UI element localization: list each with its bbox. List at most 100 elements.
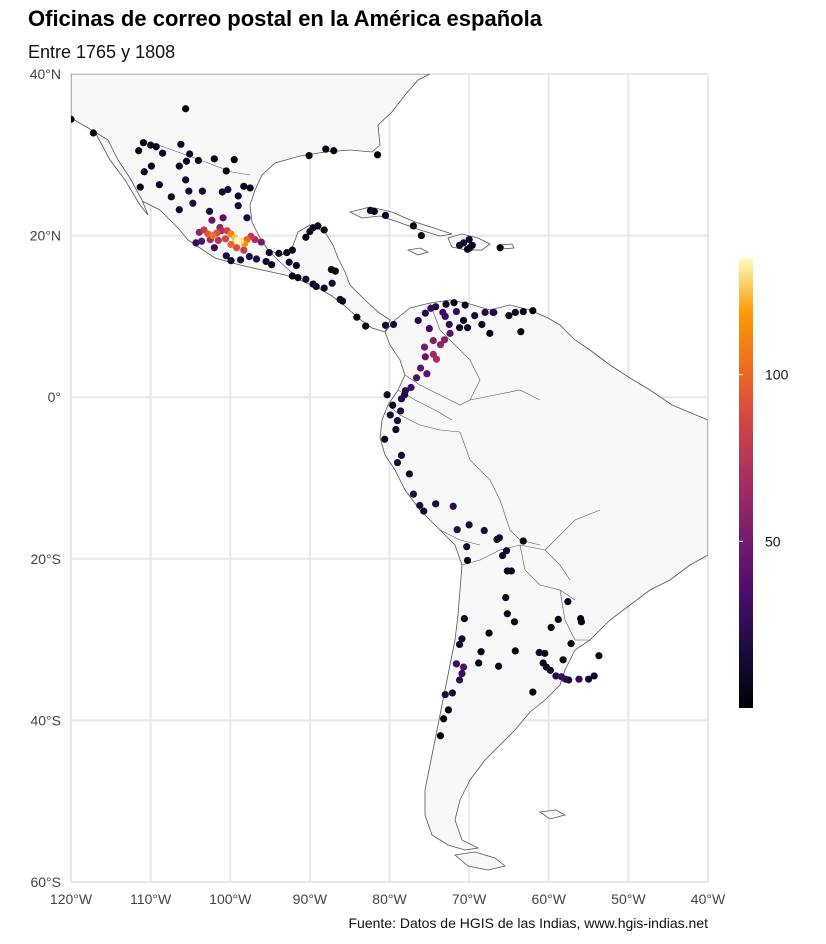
y-tick-label: 20°N <box>30 228 61 244</box>
y-tick-label: 0° <box>48 389 61 405</box>
post-office-point <box>417 232 425 240</box>
post-office-point <box>503 567 511 575</box>
post-office-point <box>186 150 194 158</box>
post-office-point <box>590 672 598 680</box>
post-office-point <box>460 614 468 623</box>
post-office-point <box>288 246 296 254</box>
y-tick-label: 40°N <box>30 66 61 82</box>
post-office-point <box>427 304 435 312</box>
post-office-point <box>89 129 97 137</box>
post-office-point <box>445 320 453 329</box>
y-tick-label: 20°S <box>30 551 61 567</box>
post-office-point <box>194 156 202 165</box>
post-office-point <box>405 470 414 478</box>
x-tick-label: 80°W <box>372 891 407 907</box>
post-office-point <box>227 257 235 265</box>
colorbar-ticks: 50 100 <box>739 367 789 549</box>
x-tick-label: 90°W <box>293 891 328 907</box>
post-office-point <box>519 537 527 545</box>
source-caption: Fuente: Datos de HGIS de las Indias, www… <box>348 915 708 931</box>
x-tick-label: 50°W <box>611 891 646 907</box>
post-office-point <box>458 669 466 678</box>
post-office-point <box>233 236 242 245</box>
post-office-point <box>584 675 593 683</box>
colorbar-tick-label: 100 <box>765 367 789 383</box>
post-office-point <box>330 147 338 155</box>
post-office-point <box>577 618 585 626</box>
post-office-point <box>463 324 472 332</box>
post-office-point <box>436 732 445 740</box>
post-office-point <box>557 673 566 681</box>
post-office-point <box>442 300 450 308</box>
falkland-islands <box>538 809 567 820</box>
post-office-point <box>265 248 273 257</box>
post-office-point <box>210 244 218 252</box>
post-office-point <box>489 308 497 316</box>
post-office-point <box>496 244 504 252</box>
south-america-land <box>379 299 708 851</box>
post-office-point <box>535 648 543 657</box>
post-office-point <box>182 105 190 113</box>
post-office-point <box>498 551 507 560</box>
post-office-point <box>227 240 235 249</box>
post-office-point <box>416 501 424 510</box>
post-office-point <box>452 307 460 316</box>
post-office-point <box>471 311 479 320</box>
post-office-point <box>420 343 429 351</box>
x-tick-label: 100°W <box>209 891 252 907</box>
post-office-point <box>327 265 335 274</box>
post-office-point <box>353 313 361 321</box>
post-office-points <box>71 105 603 740</box>
post-office-point <box>432 355 441 363</box>
post-office-point <box>465 521 473 529</box>
post-office-point <box>389 320 398 329</box>
post-office-point <box>409 222 417 230</box>
post-office-point <box>436 341 445 349</box>
post-office-point <box>208 216 216 224</box>
post-office-point <box>392 425 400 434</box>
post-office-point <box>389 401 397 409</box>
post-office-point <box>495 534 503 542</box>
post-office-point <box>214 236 222 245</box>
post-office-point <box>219 214 227 222</box>
post-office-point <box>381 321 390 329</box>
post-office-point <box>240 182 248 190</box>
cuba-island <box>348 206 453 237</box>
post-office-point <box>554 615 562 624</box>
post-office-point <box>182 157 191 165</box>
post-office-point <box>459 316 468 325</box>
post-office-point <box>517 328 525 336</box>
post-office-point <box>192 239 200 247</box>
post-office-point <box>450 299 458 307</box>
post-office-point <box>205 207 214 215</box>
post-office-point <box>152 143 160 151</box>
colorbar-legend: 50 100 <box>739 258 789 708</box>
post-office-point <box>328 279 336 287</box>
x-tick-label: 70°W <box>452 891 487 907</box>
post-office-point <box>494 662 503 670</box>
north-america-land <box>71 74 431 333</box>
post-office-point <box>362 322 370 330</box>
post-office-point <box>412 374 421 382</box>
post-office-point <box>218 188 226 196</box>
post-office-point <box>240 246 248 254</box>
post-office-point <box>511 308 519 316</box>
post-office-point <box>275 249 283 257</box>
post-office-point <box>262 257 270 266</box>
post-office-point <box>373 151 382 159</box>
post-office-point <box>175 162 183 170</box>
post-office-point <box>292 261 300 270</box>
post-office-point <box>552 672 560 680</box>
post-office-point <box>175 206 183 214</box>
post-office-point <box>529 688 537 696</box>
post-office-point <box>503 610 511 618</box>
post-office-point <box>197 237 206 245</box>
post-office-point <box>305 152 313 160</box>
post-office-point <box>210 155 218 163</box>
post-office-point <box>401 387 410 395</box>
post-office-point <box>480 526 488 535</box>
colorbar-tick-label: 50 <box>765 533 781 549</box>
post-office-point <box>283 248 291 257</box>
post-office-point <box>567 640 575 648</box>
